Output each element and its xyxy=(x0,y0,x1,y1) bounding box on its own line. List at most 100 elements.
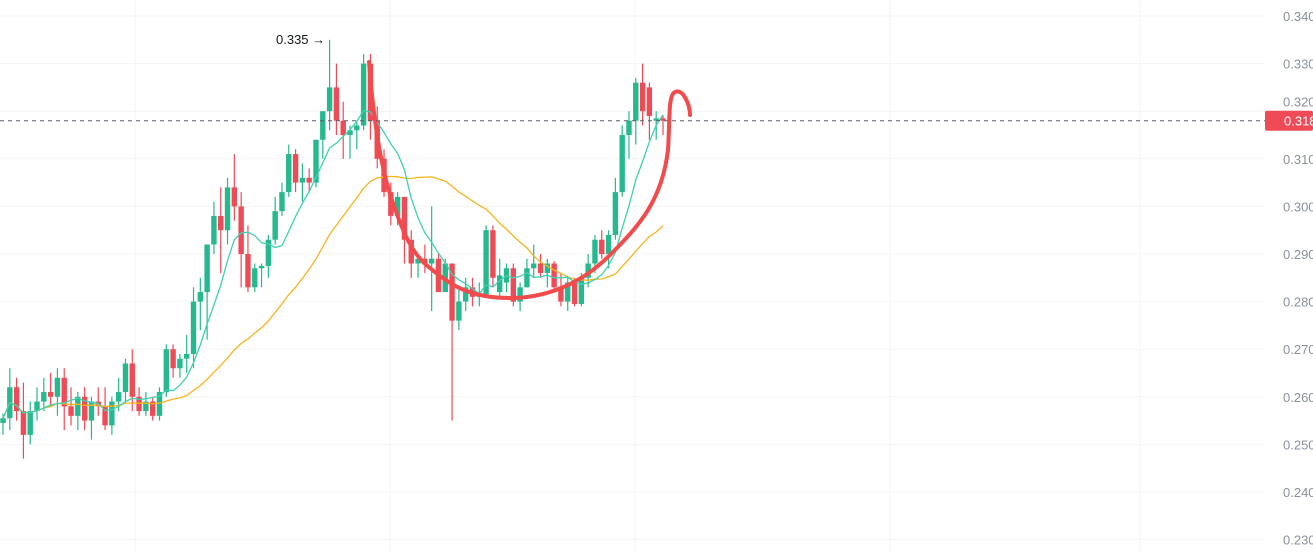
candle-body xyxy=(224,187,231,231)
candle-body xyxy=(333,87,340,121)
candle-body xyxy=(149,401,156,416)
y-tick-label: 0.290 xyxy=(1283,247,1313,262)
candle-body xyxy=(54,377,61,397)
candle-body xyxy=(41,392,47,402)
candle-body xyxy=(599,239,605,254)
candle-body xyxy=(626,120,632,135)
candle-body xyxy=(428,258,435,264)
candle xyxy=(551,261,557,293)
candle-body xyxy=(571,282,578,304)
y-tick-label: 0.250 xyxy=(1283,437,1313,452)
candle-body xyxy=(340,120,346,135)
candle-body xyxy=(197,292,204,302)
candle-body xyxy=(218,215,224,231)
candle xyxy=(47,373,54,407)
candle xyxy=(333,63,340,135)
candle xyxy=(639,63,646,126)
candle-body xyxy=(578,277,585,304)
candle-body xyxy=(47,392,54,397)
price-axis[interactable]: 0.340 0.330 0.320 0.310 0.300 0.290 0.280 0.270… xyxy=(1283,9,1313,548)
candle xyxy=(537,254,544,278)
candle xyxy=(245,225,251,293)
candle-body xyxy=(619,135,625,193)
candle xyxy=(599,230,605,259)
candle xyxy=(81,387,88,431)
candle-body xyxy=(313,139,319,183)
candle xyxy=(490,225,496,288)
cup-drawing xyxy=(367,60,692,301)
candle xyxy=(619,125,625,197)
candle xyxy=(531,244,537,278)
candle-body xyxy=(646,87,653,116)
candle-body xyxy=(592,239,598,264)
candle xyxy=(34,387,40,421)
candle-body xyxy=(320,111,326,140)
candle-body xyxy=(258,265,265,269)
candles xyxy=(0,39,666,459)
candle xyxy=(170,344,176,378)
candle-body xyxy=(20,411,27,435)
candle xyxy=(272,196,278,245)
candle-body xyxy=(326,87,333,112)
candle-body xyxy=(306,177,312,183)
candle xyxy=(408,230,414,278)
candle-body xyxy=(612,192,619,235)
candle-body xyxy=(354,125,360,131)
candle-body xyxy=(490,230,496,278)
candle-body xyxy=(633,82,639,121)
candle xyxy=(136,387,142,416)
candle-body xyxy=(61,377,67,407)
candle xyxy=(286,144,292,197)
candle-body xyxy=(81,396,88,421)
last-price-label: 0.318 xyxy=(1284,114,1313,129)
candle-body xyxy=(347,130,353,135)
candle-body xyxy=(551,263,557,288)
y-tick-label: 0.300 xyxy=(1283,199,1313,214)
candle-body xyxy=(122,363,129,393)
candle xyxy=(95,387,101,416)
candle-body xyxy=(292,154,299,183)
candle xyxy=(354,120,360,150)
candle xyxy=(258,263,265,288)
candle xyxy=(7,368,13,431)
last-price-badge xyxy=(1265,110,1313,131)
candle-body xyxy=(286,154,292,193)
candle xyxy=(184,334,190,373)
candle xyxy=(646,82,653,140)
candle xyxy=(320,111,326,159)
candle-body xyxy=(605,234,612,254)
candle-body xyxy=(462,287,469,302)
candle xyxy=(231,154,238,221)
candle-body xyxy=(279,192,285,212)
candle xyxy=(20,382,27,459)
candle-body xyxy=(585,263,591,278)
candle-body xyxy=(524,268,530,288)
candle-body xyxy=(204,244,210,293)
candle-body xyxy=(129,363,135,397)
y-tick-label: 0.320 xyxy=(1283,95,1313,110)
candle-body xyxy=(408,239,414,264)
y-tick-label: 0.230 xyxy=(1283,533,1313,548)
candle-body xyxy=(184,353,190,359)
candle xyxy=(102,387,108,431)
candle xyxy=(626,111,632,159)
candle xyxy=(605,230,612,269)
candle-body xyxy=(483,230,489,295)
candle xyxy=(422,244,428,274)
candle xyxy=(109,396,115,435)
candle xyxy=(347,125,353,159)
candle xyxy=(388,182,394,226)
candle-body xyxy=(653,118,659,121)
candle xyxy=(265,234,272,278)
candle xyxy=(211,201,217,254)
candle-body xyxy=(143,401,149,412)
candle xyxy=(13,377,20,421)
candle xyxy=(143,392,149,416)
grid xyxy=(0,0,1265,553)
candle-body xyxy=(510,268,517,302)
candle xyxy=(497,258,503,297)
y-tick-label: 0.310 xyxy=(1283,152,1313,167)
candle-body xyxy=(252,268,258,288)
candle xyxy=(54,368,61,416)
